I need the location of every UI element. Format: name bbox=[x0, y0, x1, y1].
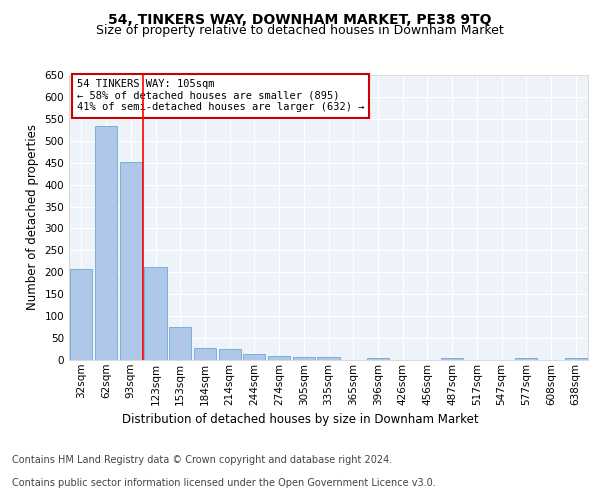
Y-axis label: Number of detached properties: Number of detached properties bbox=[26, 124, 39, 310]
Bar bbox=[194, 348, 216, 360]
Bar bbox=[169, 326, 191, 360]
Bar bbox=[565, 358, 587, 360]
Bar bbox=[268, 356, 290, 360]
Bar bbox=[95, 126, 117, 360]
Bar bbox=[441, 358, 463, 360]
Bar bbox=[119, 162, 142, 360]
Bar bbox=[367, 358, 389, 360]
Bar bbox=[515, 358, 538, 360]
Text: Size of property relative to detached houses in Downham Market: Size of property relative to detached ho… bbox=[96, 24, 504, 37]
Text: Contains HM Land Registry data © Crown copyright and database right 2024.: Contains HM Land Registry data © Crown c… bbox=[12, 455, 392, 465]
Bar bbox=[293, 358, 315, 360]
Text: 54 TINKERS WAY: 105sqm
← 58% of detached houses are smaller (895)
41% of semi-de: 54 TINKERS WAY: 105sqm ← 58% of detached… bbox=[77, 80, 364, 112]
Bar bbox=[218, 348, 241, 360]
Bar bbox=[70, 269, 92, 360]
Text: Distribution of detached houses by size in Downham Market: Distribution of detached houses by size … bbox=[122, 412, 478, 426]
Bar bbox=[317, 357, 340, 360]
Text: Contains public sector information licensed under the Open Government Licence v3: Contains public sector information licen… bbox=[12, 478, 436, 488]
Bar bbox=[243, 354, 265, 360]
Bar bbox=[145, 268, 167, 360]
Text: 54, TINKERS WAY, DOWNHAM MARKET, PE38 9TQ: 54, TINKERS WAY, DOWNHAM MARKET, PE38 9T… bbox=[108, 12, 492, 26]
